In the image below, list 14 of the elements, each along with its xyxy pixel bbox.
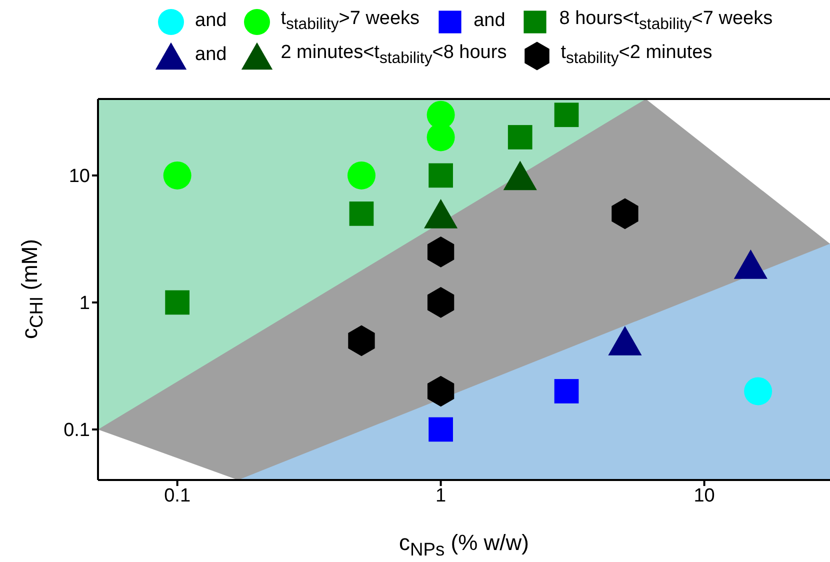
y-tick-label: 0.1 [64,420,90,442]
x-tick-label: 0.1 [164,485,191,506]
legend-label: t$_{stability}$<2 minutes [560,42,712,68]
legend-label: and [474,10,506,32]
legend-label: and [195,44,227,66]
legend-label: 8 hours<t$_{stability}$<7 weeks [559,8,773,34]
legend-label: t$_{stability}$>7 weeks [280,8,420,34]
y-tick-label: 1 [79,293,90,314]
x-tick-label: 10 [694,485,715,506]
x-axis-title: c$_{NPs}$ (% w/w) [398,530,530,560]
legend-label: 2 minutes<t$_{stability}$<8 hours [280,42,507,68]
legend-label: and [195,10,227,32]
y-tick-label: 10 [68,166,90,188]
x-tick-label: 1 [436,485,446,506]
